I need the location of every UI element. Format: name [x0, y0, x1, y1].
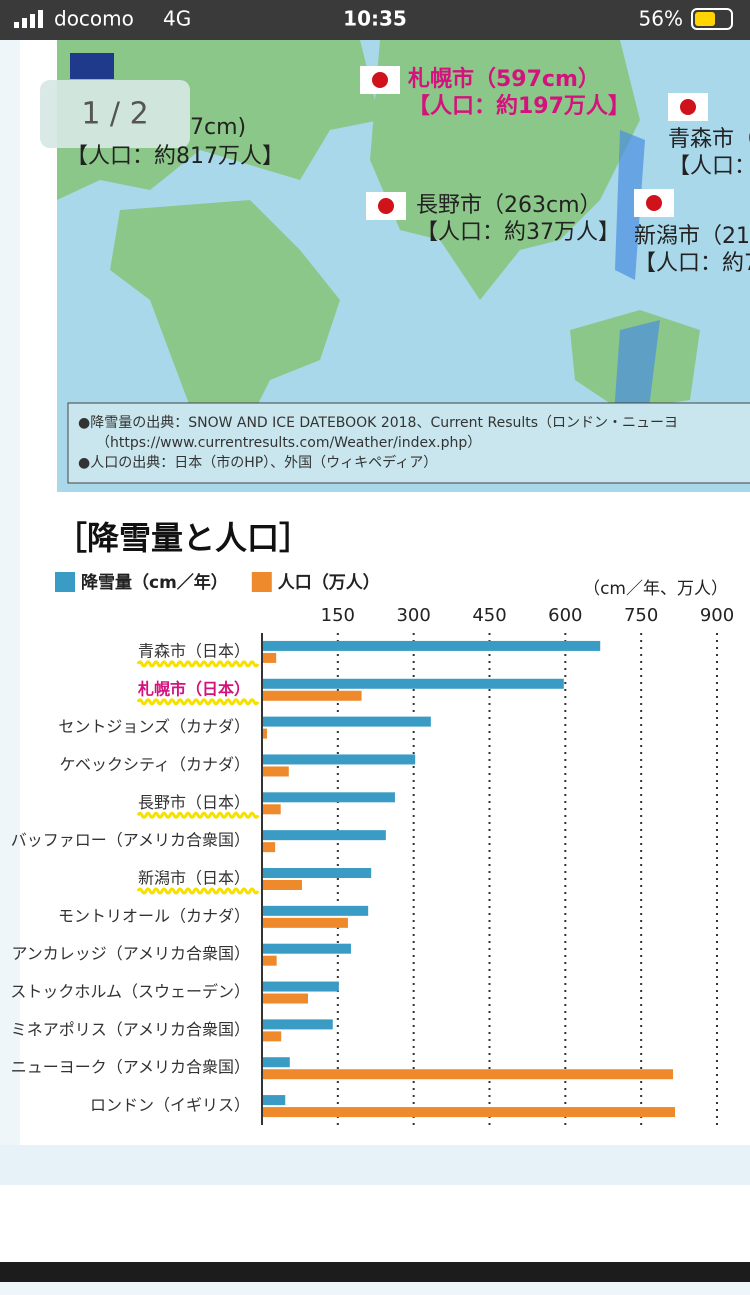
bar [262, 905, 369, 916]
category-label: ケベックシティ（カナダ） [59, 755, 250, 774]
frame-bottom [0, 1145, 750, 1185]
category-label: 新潟市（日本） [138, 869, 250, 888]
bar [262, 1069, 674, 1080]
bar [262, 754, 416, 765]
category-label: アンカレッジ（アメリカ合衆国） [11, 944, 250, 963]
category-label: バッファロー（アメリカ合衆国） [11, 831, 250, 850]
x-tick-label: 300 [396, 605, 430, 626]
bar [262, 868, 372, 878]
chart-title: ［降雪量と人口］ [55, 519, 311, 557]
legend-swatch [55, 572, 75, 592]
bar [262, 716, 431, 727]
bar [262, 678, 564, 689]
bar [262, 993, 309, 1004]
bar [262, 842, 276, 853]
bar [262, 804, 281, 815]
map-label: 長野市（263cm） [416, 193, 602, 218]
legend-swatch [251, 572, 272, 592]
network: 4G [163, 7, 191, 31]
map-label: 札幌市（597cm） [407, 66, 600, 92]
source-note: ●人口の出典：日本（市のHP）、外国（ウィキペディア） [78, 454, 437, 471]
unit-label: （cm／年、万人） [583, 579, 728, 599]
bar [262, 728, 268, 739]
toolbar [0, 1262, 750, 1282]
category-label: ニューヨーク（アメリカ合衆国） [11, 1058, 250, 1077]
carrier: docomo [54, 7, 134, 31]
x-tick-label: 450 [472, 605, 506, 626]
jp-flags [360, 66, 708, 220]
highlight-underline [136, 887, 260, 895]
bar [262, 652, 277, 663]
map-label: 青森市（ [668, 127, 750, 152]
bar [262, 1057, 290, 1068]
map-label: 【人口：約37万人】 [416, 220, 620, 245]
uk-flag [70, 53, 114, 79]
source-note: ●降雪量の出典：SNOW AND ICE DATEBOOK 2018、Curre… [78, 415, 678, 431]
bar [262, 1031, 282, 1042]
legend-label: 降雪量（cm／年） [81, 572, 228, 593]
highlight-underline [136, 811, 260, 819]
map-label: 【人口：約817万人】 [66, 144, 284, 169]
x-tick-label: 750 [624, 605, 658, 626]
battery [691, 8, 733, 30]
bar [262, 1019, 333, 1030]
bar [262, 640, 601, 651]
bar [262, 880, 302, 890]
snow-band [610, 130, 660, 480]
clock: 10:35 [343, 7, 407, 31]
source-box [67, 402, 750, 484]
signal [14, 10, 43, 28]
bar [262, 792, 395, 803]
x-tick-label: 150 [321, 605, 355, 626]
footer-area [0, 1185, 750, 1262]
page-indicator: 1 / 2 [81, 97, 148, 132]
battery-level: 56% [639, 7, 683, 31]
bar [262, 830, 386, 841]
highlight-underline [136, 698, 260, 706]
legend: 降雪量（cm／年） 人口（万人） [55, 572, 380, 593]
category-label: ストックホルム（スウェーデン） [10, 982, 250, 1001]
land [370, 40, 640, 300]
category-label: セントジョンズ（カナダ） [58, 717, 250, 736]
land [110, 200, 340, 460]
legend-label: 人口（万人） [278, 572, 380, 593]
map-label: 【人口：約79 [634, 251, 750, 276]
map-label: 7cm) [190, 115, 246, 140]
bar [262, 955, 277, 966]
map-label: 新潟市（21 [634, 224, 750, 249]
map-label: 【人口：約 [668, 154, 750, 179]
bar [262, 981, 339, 992]
x-tick-label: 600 [548, 605, 582, 626]
page-indicator-box [40, 80, 190, 148]
category-label: 長野市（日本） [138, 793, 250, 812]
x-tick-label: 900 [700, 605, 734, 626]
category-label: 青森市（日本） [138, 641, 250, 660]
bar [262, 766, 289, 777]
status-bar [0, 0, 750, 40]
category-label: モントリオール（カナダ） [58, 906, 250, 925]
source-note: （https://www.currentresults.com/Weather/… [96, 435, 481, 451]
highlight-underline [136, 660, 260, 668]
bar [262, 943, 351, 954]
map-label: 【人口：約197万人】 [408, 93, 630, 119]
bar [262, 690, 362, 701]
category-label: ミネアポリス（アメリカ合衆国） [11, 1020, 250, 1039]
bar [262, 917, 348, 928]
category-label: 札幌市（日本） [137, 679, 250, 698]
battery-fill [695, 12, 715, 26]
bar [262, 1107, 676, 1118]
plot: 150 300 450 600 750 900 青森市（日本） 札幌市（日本） セントジョンズ（… [10, 605, 734, 1125]
category-label: ロンドン（イギリス） [90, 1096, 250, 1115]
bar [262, 1095, 286, 1106]
